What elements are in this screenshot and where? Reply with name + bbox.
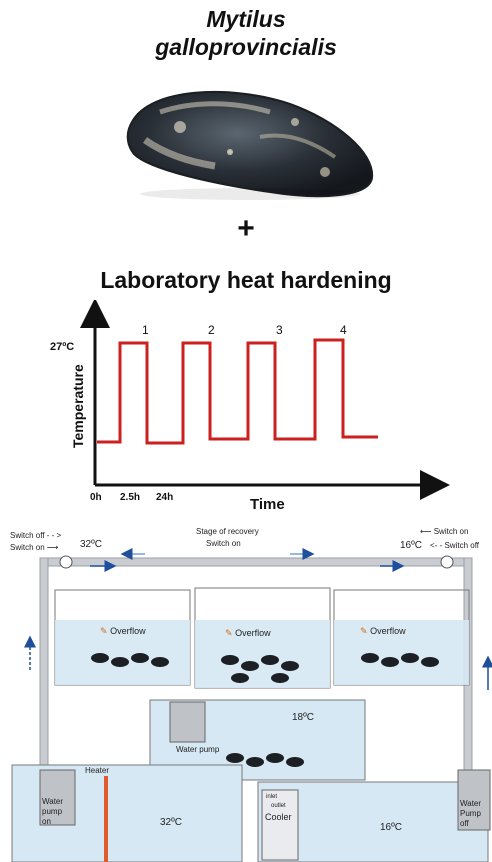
y-tick-label: 27ºC — [50, 341, 74, 353]
switch-off-right: <- - Switch off — [430, 541, 480, 550]
pulse-label-4: 4 — [340, 323, 347, 337]
pulse-label-1: 1 — [142, 323, 149, 337]
pulse-label-3: 3 — [276, 323, 283, 337]
temp-32-tank: 32ºC — [160, 817, 182, 828]
right-pump-label-2: Pump — [460, 809, 481, 818]
temp-18: 18ºC — [292, 712, 314, 723]
left-valve — [59, 555, 73, 569]
right-pump-label-1: Water — [460, 799, 481, 808]
inlet-label: inlet — [266, 794, 277, 800]
temp-16-tank: 16ºC — [380, 822, 402, 833]
upper-tank-left: ✎ Overflow — [54, 589, 191, 686]
section-title: Laboratory heat hardening — [100, 267, 392, 293]
species-name-line2: galloprovincialis — [155, 34, 337, 60]
heater-rod — [104, 776, 108, 862]
x-axis-label: Time — [250, 496, 285, 513]
upper-tank-middle: ✎ Overflow — [194, 587, 331, 689]
overflow-label-2: ✎ Overflow — [225, 628, 271, 638]
left-pump-label-1: Water — [42, 797, 63, 806]
recovery-label: Stage of recovery — [196, 527, 259, 536]
outlet-label: outlet — [271, 803, 286, 809]
x-tick-2-5h: 2.5h — [120, 492, 140, 503]
temperature-square-wave — [97, 338, 378, 445]
plus-sign: + — [237, 212, 255, 245]
middle-water-pump-label: Water pump — [176, 745, 220, 754]
heater-label: Heater — [85, 766, 109, 775]
heating-tank: Water pump on Heater 32ºC — [11, 764, 243, 862]
switch-on-right: ⟵ Switch on — [420, 527, 468, 536]
pulse-label-2: 2 — [208, 323, 215, 337]
cooler-label: Cooler — [265, 812, 292, 822]
temp-16-top: 16ºC — [400, 540, 422, 551]
left-vertical-pipe — [39, 557, 49, 799]
species-name-line1: Mytilus — [206, 6, 286, 32]
mussels-upper — [91, 653, 439, 683]
middle-water-pump — [169, 701, 206, 743]
left-water-pump — [39, 769, 76, 826]
y-axis-label: Temperature — [70, 364, 86, 448]
right-water-pump — [457, 769, 491, 831]
overflow-label-3: ✎ Overflow — [360, 626, 406, 636]
upper-tank-right: ✎ Overflow — [333, 589, 470, 686]
right-pump-label-3: off — [460, 819, 470, 828]
left-pump-label-3: on — [42, 817, 51, 826]
x-tick-24h: 24h — [156, 492, 173, 503]
temp-32-top: 32ºC — [80, 539, 102, 550]
recovery-switch: Switch on — [206, 539, 241, 548]
cooling-tank: inlet outlet Cooler 16ºC Water Pump off — [257, 769, 491, 862]
switch-on-left: Switch on ⟶ — [10, 543, 59, 552]
left-pump-label-2: pump — [42, 807, 63, 816]
aquarium-system-diagram: Switch off - - > Switch on ⟶ 32ºC Stage … — [10, 527, 492, 862]
top-pipe — [39, 557, 471, 567]
switch-off-left: Switch off - - > — [10, 531, 62, 540]
overflow-label-1: ✎ Overflow — [100, 626, 146, 636]
heat-hardening-chart: Temperature 27ºC Time 0h 2.5h 24h 1 2 3 … — [50, 300, 450, 513]
x-tick-0h: 0h — [90, 492, 102, 503]
right-valve — [440, 555, 454, 569]
cooler-unit — [261, 789, 299, 861]
mussel-image — [126, 90, 374, 200]
